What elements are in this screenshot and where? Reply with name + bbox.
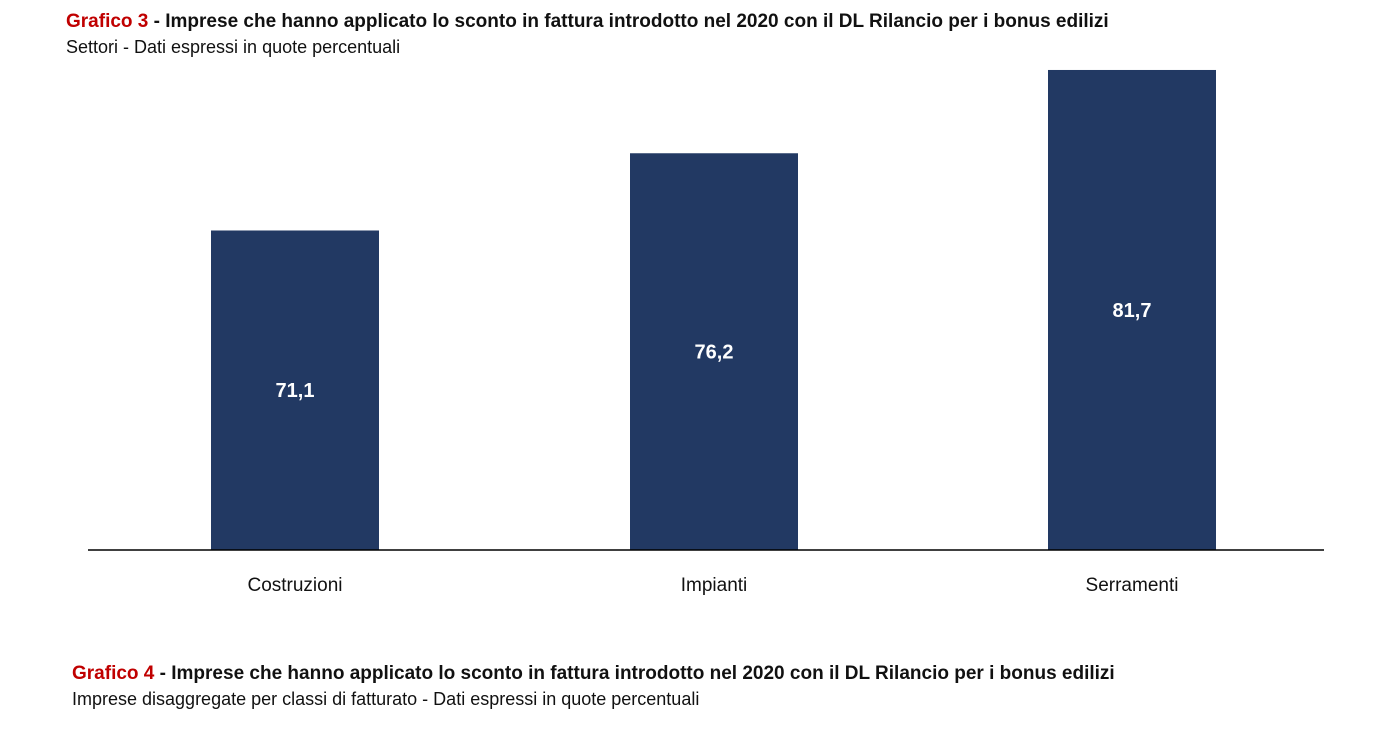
chart-4-title: Grafico 4 - Imprese che hanno applicato …	[72, 662, 1115, 686]
chart-3-title: Grafico 3 - Imprese che hanno applicato …	[66, 10, 1109, 34]
bars-group	[211, 69, 1216, 550]
category-label-costruzioni: Costruzioni	[247, 575, 342, 596]
chart-3-label: Grafico 3	[66, 11, 149, 32]
data-label-serramenti: 81,7	[1113, 300, 1152, 322]
category-label-impianti: Impianti	[681, 575, 748, 596]
bar-impianti	[630, 153, 798, 550]
bar-costruzioni	[211, 230, 379, 550]
chart-4-label: Grafico 4	[72, 663, 155, 684]
labels-group: 71,1 Costruzioni 76,2 Impianti 81,7 Serrament…	[247, 300, 1178, 596]
data-label-impianti: 76,2	[695, 342, 734, 364]
chart-4-subtitle: Imprese disaggregate per classi di fattu…	[72, 689, 700, 709]
chart-4-heading: Grafico 4 - Imprese che hanno applicato …	[72, 662, 1115, 712]
chart-3-subtitle: Settori - Dati espressi in quote percent…	[66, 37, 401, 57]
data-label-costruzioni: 71,1	[276, 380, 315, 402]
chart-4-title-text: - Imprese che hanno applicato lo sconto …	[154, 663, 1115, 684]
category-label-serramenti: Serramenti	[1086, 575, 1179, 596]
chart-3-heading: Grafico 3 - Imprese che hanno applicato …	[66, 10, 1109, 60]
bar-serramenti	[1048, 69, 1216, 550]
chart-3-title-text: - Imprese che hanno applicato lo sconto …	[148, 11, 1109, 32]
